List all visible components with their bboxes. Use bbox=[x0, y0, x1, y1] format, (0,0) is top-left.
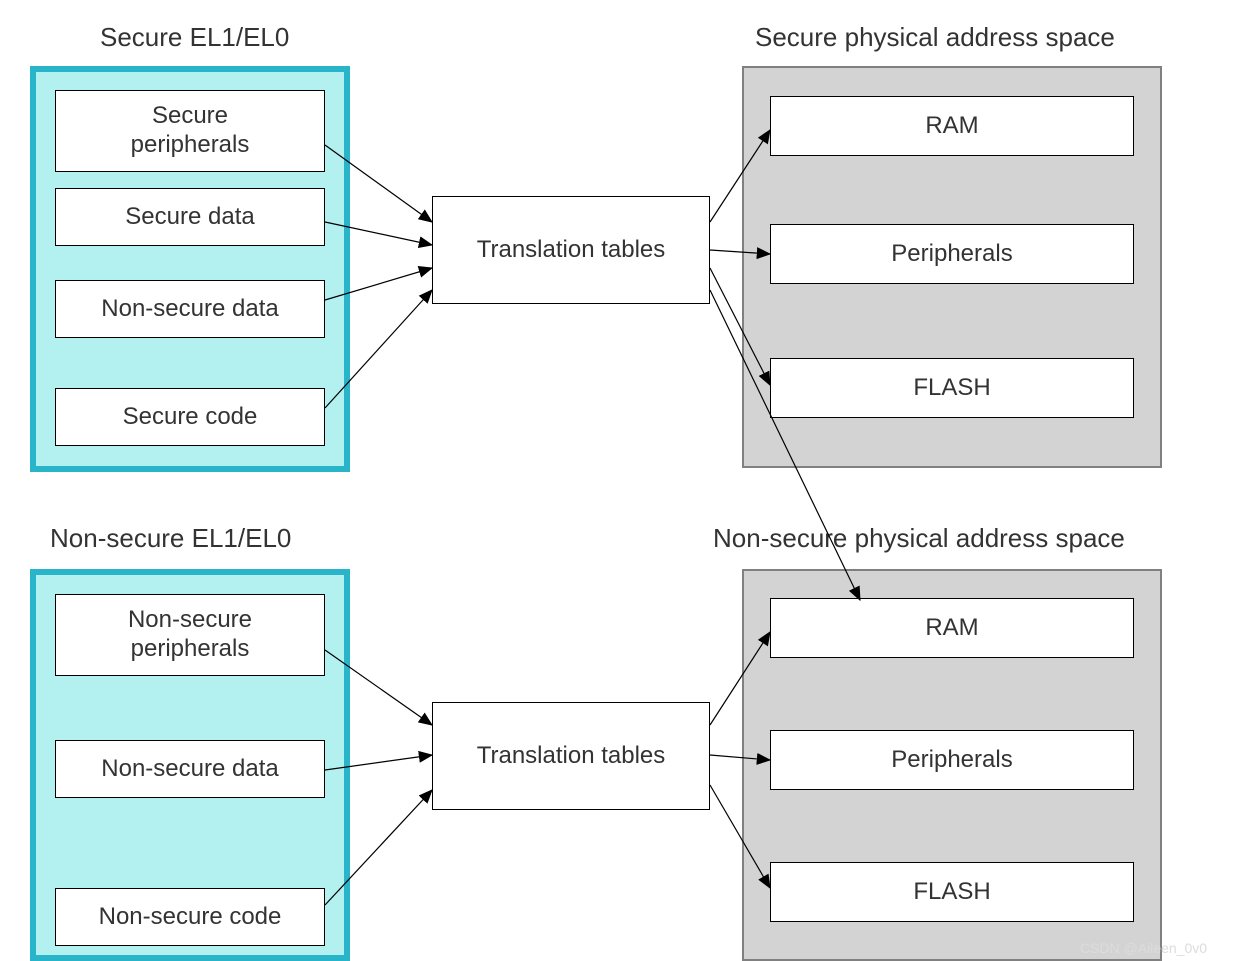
nonsecure-item-2: Non-secure code bbox=[55, 888, 325, 946]
secure-phys-item-0: RAM bbox=[770, 96, 1134, 156]
translation-tables-top: Translation tables bbox=[432, 196, 710, 304]
title-nonsecure_el: Non-secure EL1/EL0 bbox=[50, 523, 291, 554]
secure-item-3: Secure code bbox=[55, 388, 325, 446]
secure-phys-item-2: FLASH bbox=[770, 358, 1134, 418]
watermark: CSDN @Aileen_0v0 bbox=[1080, 940, 1207, 956]
nonsecure-item-0: Non-secure peripherals bbox=[55, 594, 325, 676]
nonsecure-phys-item-1: Peripherals bbox=[770, 730, 1134, 790]
title-nonsecure_phys: Non-secure physical address space bbox=[713, 523, 1125, 554]
title-secure_phys: Secure physical address space bbox=[755, 22, 1115, 53]
secure-item-0: Secure peripherals bbox=[55, 90, 325, 172]
secure-item-2: Non-secure data bbox=[55, 280, 325, 338]
secure-item-1: Secure data bbox=[55, 188, 325, 246]
title-secure_el: Secure EL1/EL0 bbox=[100, 22, 289, 53]
nonsecure-phys-item-0: RAM bbox=[770, 598, 1134, 658]
nonsecure-item-1: Non-secure data bbox=[55, 740, 325, 798]
translation-tables-bottom: Translation tables bbox=[432, 702, 710, 810]
nonsecure-phys-item-2: FLASH bbox=[770, 862, 1134, 922]
secure-phys-item-1: Peripherals bbox=[770, 224, 1134, 284]
